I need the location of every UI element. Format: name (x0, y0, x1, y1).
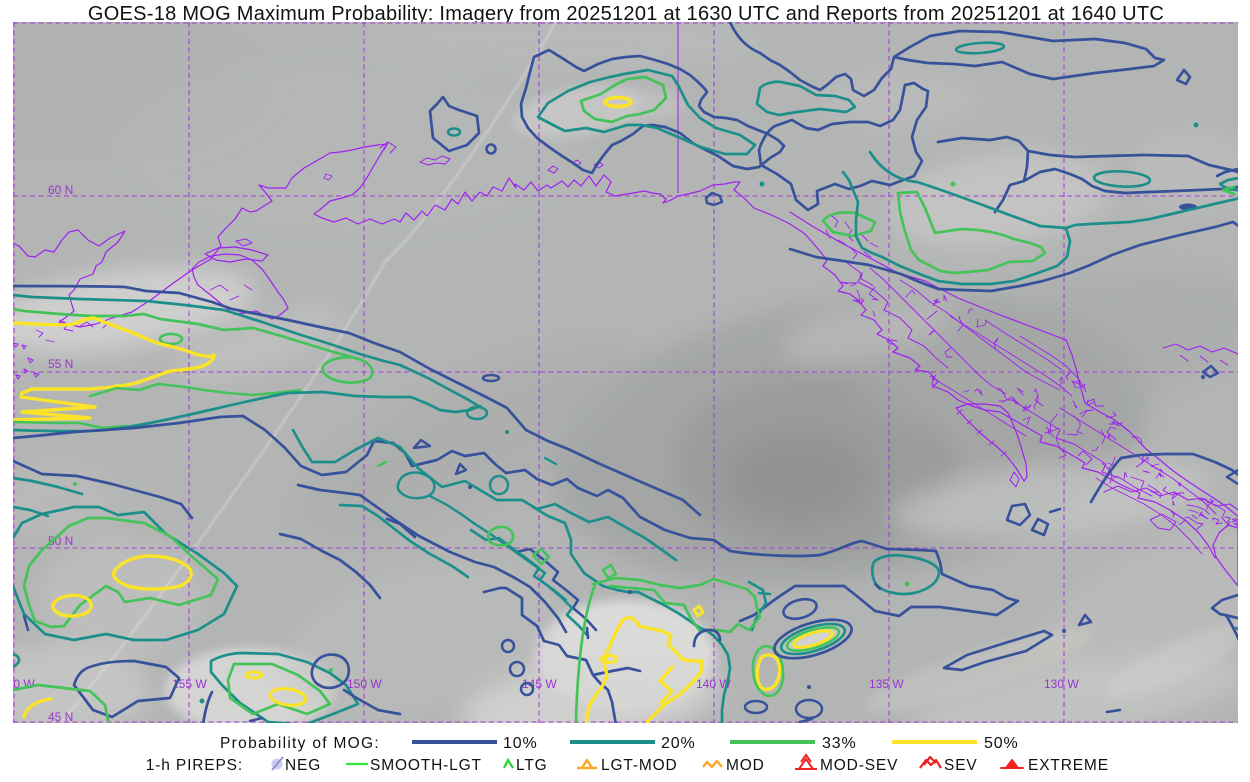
svg-text:145 W: 145 W (522, 677, 557, 691)
svg-text:33%: 33% (822, 735, 857, 752)
svg-text:135 W: 135 W (869, 677, 904, 691)
svg-text:155 W: 155 W (172, 677, 207, 691)
svg-text:130 W: 130 W (1044, 677, 1079, 691)
svg-text:60 N: 60 N (48, 183, 73, 197)
svg-text:GOES-18 MOG Maximum Probabilit: GOES-18 MOG Maximum Probability: Imagery… (88, 3, 1164, 25)
svg-text:LGT-MOD: LGT-MOD (601, 757, 678, 774)
svg-text:MOD: MOD (726, 757, 765, 774)
svg-text:EXTREME: EXTREME (1028, 757, 1109, 774)
svg-text:140 W: 140 W (696, 677, 731, 691)
svg-text:SEV: SEV (944, 757, 978, 774)
svg-text:LTG: LTG (516, 757, 548, 774)
svg-text:NEG: NEG (285, 757, 321, 774)
svg-text:MOD-SEV: MOD-SEV (820, 757, 898, 774)
svg-text:55 N: 55 N (48, 357, 73, 371)
svg-text:20%: 20% (661, 735, 696, 752)
svg-text:45 N: 45 N (48, 710, 73, 724)
svg-text:SMOOTH-LGT: SMOOTH-LGT (370, 757, 482, 774)
svg-text:10%: 10% (503, 735, 538, 752)
svg-text:Probability of MOG:: Probability of MOG: (220, 735, 380, 752)
svg-text:50%: 50% (984, 735, 1019, 752)
svg-text:1-h PIREPS:: 1-h PIREPS: (146, 757, 243, 774)
svg-text:150 W: 150 W (347, 677, 382, 691)
